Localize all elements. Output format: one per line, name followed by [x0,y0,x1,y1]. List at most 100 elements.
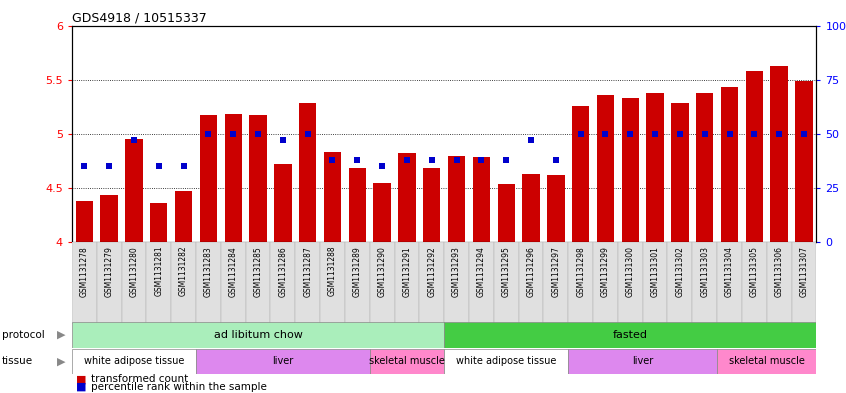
Text: GSM1131295: GSM1131295 [502,246,511,297]
Text: GSM1131293: GSM1131293 [452,246,461,297]
Bar [398,153,415,242]
Text: GSM1131298: GSM1131298 [576,246,585,297]
Point [177,163,190,169]
Bar [717,349,816,374]
Text: GSM1131294: GSM1131294 [477,246,486,297]
Bar [473,157,490,242]
Bar [469,242,494,324]
Point [499,156,513,163]
Text: GSM1131305: GSM1131305 [750,246,759,297]
Text: GSM1131281: GSM1131281 [154,246,163,296]
Text: liver: liver [272,356,294,366]
Bar [394,242,420,324]
Text: GSM1131297: GSM1131297 [552,246,560,297]
Bar [370,349,444,374]
Bar [543,242,569,324]
Bar [494,242,519,324]
Bar [622,98,639,242]
Bar [522,174,540,242]
Text: GSM1131299: GSM1131299 [601,246,610,297]
Bar [200,115,217,242]
Point [376,163,389,169]
Text: GSM1131288: GSM1131288 [328,246,337,296]
Point [599,130,613,137]
Text: GSM1131290: GSM1131290 [377,246,387,297]
Point [525,137,538,143]
Bar [295,242,320,324]
Text: skeletal muscle: skeletal muscle [728,356,805,366]
Bar [444,322,816,348]
Bar [547,174,564,242]
Text: GSM1131302: GSM1131302 [675,246,684,297]
Bar [596,95,614,242]
Text: GSM1131307: GSM1131307 [799,246,809,297]
Bar [101,195,118,242]
Text: GSM1131283: GSM1131283 [204,246,213,297]
Point [648,130,662,137]
Point [127,137,140,143]
Point [201,130,215,137]
Point [276,137,289,143]
Point [797,130,810,137]
Text: GSM1131279: GSM1131279 [105,246,113,297]
Point [450,156,464,163]
Text: GSM1131291: GSM1131291 [403,246,411,297]
Bar [171,242,196,324]
Bar [423,168,441,242]
Point [698,130,711,137]
Bar [745,71,763,242]
Text: skeletal muscle: skeletal muscle [369,356,445,366]
Point [425,156,438,163]
Bar [420,242,444,324]
Bar [373,183,391,242]
Text: white adipose tissue: white adipose tissue [84,356,184,366]
Bar [274,164,292,242]
Text: GSM1131280: GSM1131280 [129,246,139,297]
Point [673,130,687,137]
Bar [146,242,171,324]
Text: ad libitum chow: ad libitum chow [213,330,303,340]
Bar [792,242,816,324]
Text: white adipose tissue: white adipose tissue [456,356,557,366]
Bar [349,168,366,242]
Point [574,130,587,137]
Text: liver: liver [632,356,653,366]
Text: ▶: ▶ [57,356,65,366]
Bar [150,203,168,242]
Text: GSM1131282: GSM1131282 [179,246,188,296]
Bar [320,242,345,324]
Bar [519,242,543,324]
Text: fasted: fasted [613,330,648,340]
Bar [324,152,341,242]
Bar [175,191,192,242]
Bar [771,66,788,242]
Text: GSM1131289: GSM1131289 [353,246,362,297]
Point [748,130,761,137]
Point [624,130,637,137]
Bar [667,242,692,324]
Text: GSM1131306: GSM1131306 [775,246,783,297]
Text: GSM1131284: GSM1131284 [228,246,238,297]
Bar [345,242,370,324]
Text: tissue: tissue [2,356,33,366]
Bar [72,242,96,324]
Text: GSM1131278: GSM1131278 [80,246,89,297]
Text: GSM1131286: GSM1131286 [278,246,288,297]
Bar [370,242,394,324]
Point [152,163,166,169]
Bar [448,156,465,242]
Point [227,130,240,137]
Bar [593,242,618,324]
Point [102,163,116,169]
Bar [643,242,667,324]
Text: GSM1131292: GSM1131292 [427,246,437,297]
Point [78,163,91,169]
Bar [696,92,713,242]
Bar [717,242,742,324]
Bar [221,242,245,324]
Bar [572,105,590,242]
Bar [75,200,93,242]
Bar [122,242,146,324]
Bar [766,242,792,324]
Bar [299,103,316,242]
